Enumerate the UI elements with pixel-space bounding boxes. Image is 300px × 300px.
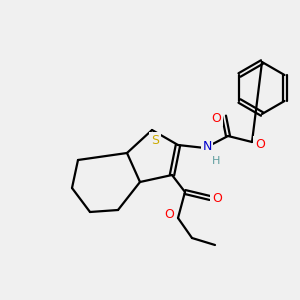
Text: O: O [211,112,221,124]
Text: H: H [212,156,220,166]
Text: O: O [255,137,265,151]
Text: O: O [212,191,222,205]
Text: N: N [202,140,212,154]
Text: O: O [164,208,174,221]
Text: S: S [151,134,159,146]
